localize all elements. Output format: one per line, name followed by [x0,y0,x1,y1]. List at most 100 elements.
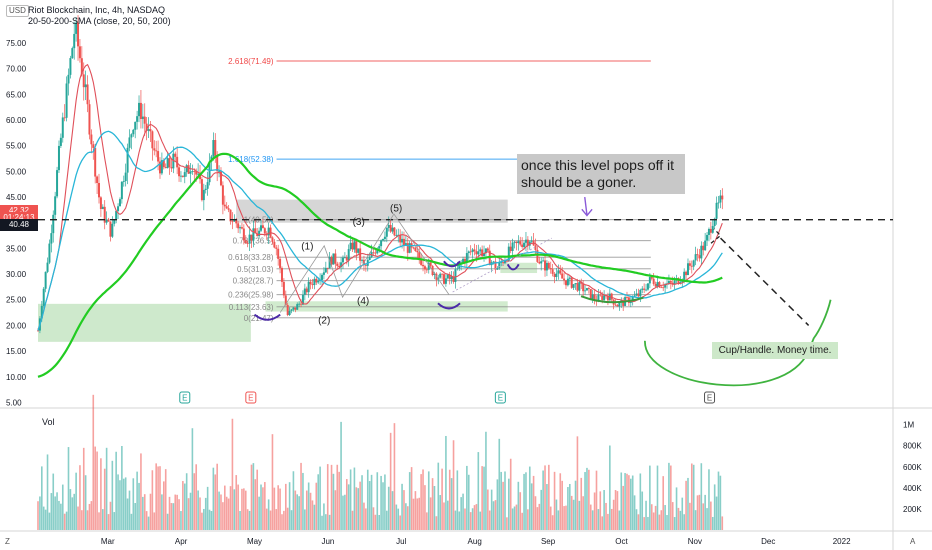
volume-bar-180 [380,475,382,530]
volume-bar-320 [647,516,649,530]
volume-bar-100 [227,498,230,530]
volume-bar-51 [134,503,137,530]
candle-body [235,219,238,224]
volume-bar-257 [527,509,529,530]
volume-bar-148 [319,466,321,530]
volume-bar-281 [572,499,575,530]
candle-106 [239,225,242,234]
volume-tick-4: 1M [903,421,914,430]
volume-bar-26 [86,510,89,530]
candle-body [97,183,100,198]
candle-35 [103,200,106,230]
candle-body [185,165,188,173]
candle-290 [589,288,592,300]
candle-body [237,223,240,229]
price-tick-0: 5.00 [6,398,22,407]
candle-46 [124,163,127,187]
candle-body [254,228,257,234]
candle-212 [441,273,444,280]
earnings-icon [245,391,257,404]
candle-body [631,296,634,302]
volume-bar-104 [235,475,238,530]
volume-bar-333 [671,502,674,530]
volume-bar-358 [719,475,722,530]
volume-bar-210 [437,462,440,530]
candle-body [321,274,324,280]
candle-236 [486,247,489,252]
candle-292 [593,289,596,305]
volume-bar-41 [115,451,117,530]
volume-bar-289 [588,469,590,530]
candle-body [416,250,419,253]
candle-316 [639,288,642,302]
candle-body [229,209,232,222]
fib-label-4: 0.5(31.03) [237,265,274,274]
candle-76 [181,175,184,178]
volume-bar-44 [121,446,123,530]
volume-bar-135 [294,490,297,530]
candle-body [601,295,604,301]
candle-body [534,245,537,250]
volume-bar-110 [246,509,249,530]
volume-bar-170 [361,475,363,530]
volume-bar-114 [254,479,257,530]
candle-body [707,228,710,235]
candle-body [473,249,476,252]
candle-body [614,304,617,306]
candle-body [143,116,146,124]
candle-101 [229,209,232,225]
candle-body [582,283,585,292]
candle-275 [561,266,564,279]
volume-bar-133 [290,510,293,530]
candle-155 [332,253,335,265]
volume-bar-351 [706,508,708,530]
candle-body [700,245,703,259]
candle-body [347,249,350,261]
earnings-label: E [182,394,187,403]
candle-body [322,272,325,275]
candle-body [138,102,141,117]
candle-body [126,147,129,173]
candle-359 [721,188,724,210]
candle-263 [538,256,541,265]
volume-bar-126 [277,485,279,530]
candle-body [122,181,125,182]
candle-body [204,188,207,190]
volume-bar-268 [548,464,550,530]
candle-body [696,254,699,256]
candle-body [515,241,518,244]
candle-137 [298,301,301,308]
volume-bar-184 [387,486,390,530]
volume-bar-48 [128,490,131,530]
candle-319 [645,283,648,292]
time-tick-1: Apr [175,537,188,546]
candle-256 [524,232,527,251]
candle-286 [582,279,585,298]
candle-body [570,277,573,288]
candle-16 [67,68,70,96]
candle-body [372,252,375,254]
volume-bar-240 [494,500,497,530]
candle-159 [340,257,343,273]
time-tick-5: Aug [468,537,482,546]
candle-body [616,305,619,307]
volume-bar-95 [218,491,220,530]
currency-label[interactable]: USD [6,5,29,17]
volume-bar-189 [397,508,400,530]
candle-body [660,287,663,289]
footer-left-label: Z [5,537,10,546]
candle-182 [383,231,386,242]
candle-154 [330,255,333,267]
volume-bar-144 [311,500,314,530]
volume-bar-27 [88,503,91,530]
candle-129 [282,278,285,299]
candle-227 [469,245,472,256]
volume-bar-50 [132,478,135,530]
candle-body [427,262,430,270]
candle-44 [120,180,123,204]
volume-bar-37 [107,514,110,530]
volume-bar-302 [612,499,615,530]
volume-bar-182 [384,474,386,530]
elliott-wave-path [279,213,450,313]
